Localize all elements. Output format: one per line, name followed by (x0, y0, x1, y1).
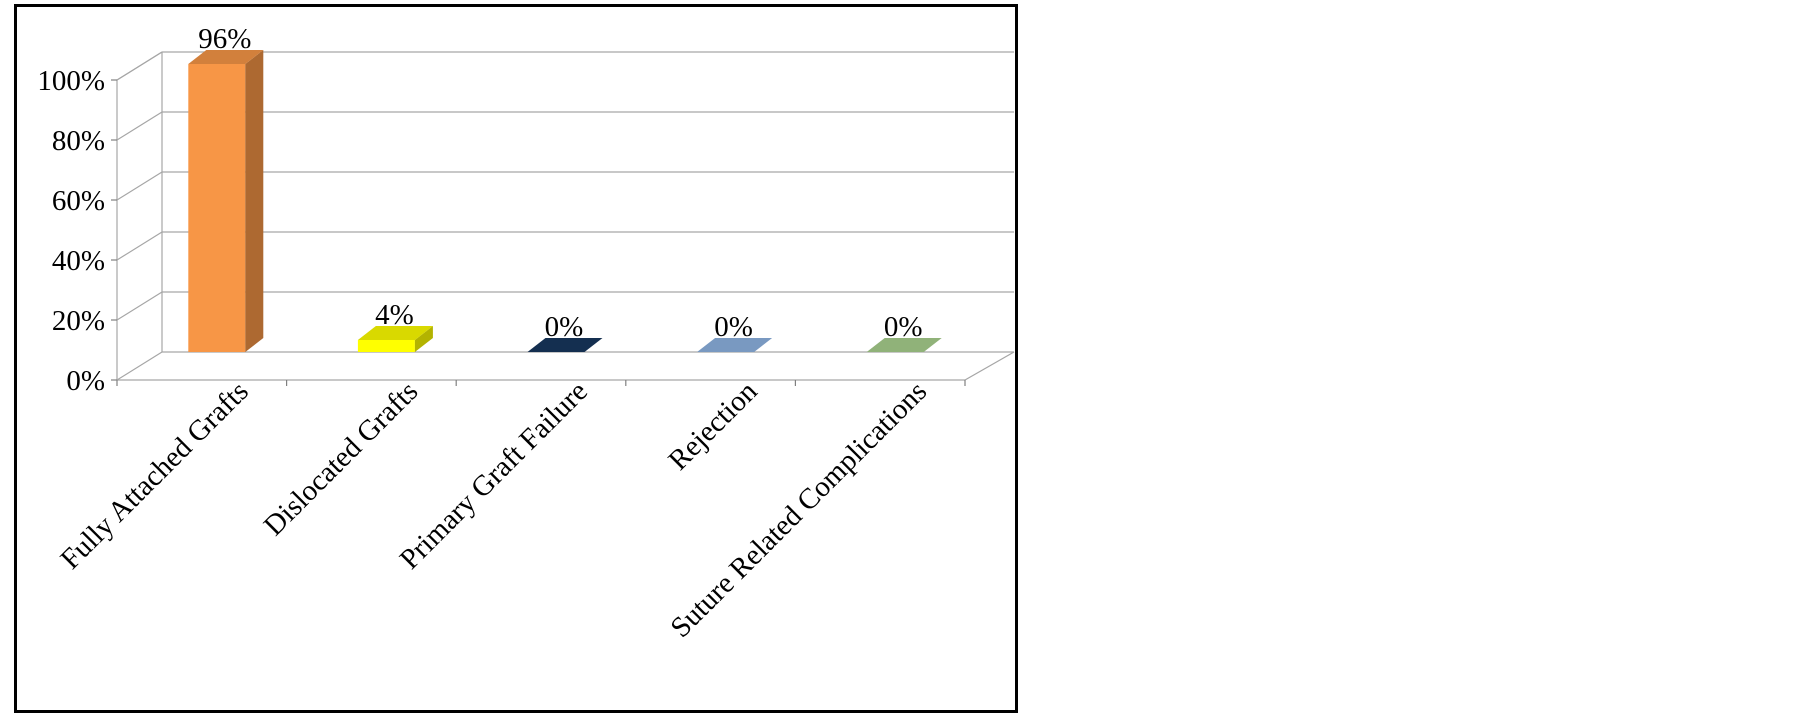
bar-4 (866, 338, 942, 353)
gridline-side-20 (116, 291, 163, 321)
bar-top (527, 338, 603, 352)
data-label: 0% (545, 311, 584, 343)
chart-frame: 0% 20% 40% 60% 80% 100% 96% 4% 0% 0% 0% Fully Attac… (14, 4, 1018, 713)
gridline-side-100 (116, 51, 163, 81)
gridlines (116, 51, 1014, 381)
bar-front (188, 64, 246, 352)
category-label: Rejection (662, 375, 764, 477)
bar-front (357, 340, 415, 352)
gridline-side-0 (116, 351, 163, 381)
data-label: 96% (198, 23, 251, 55)
category-label: Fully Attached Grafts (54, 375, 254, 575)
y-tick-label: 20% (52, 305, 105, 337)
bar-2 (527, 338, 603, 353)
bar-top (697, 338, 773, 352)
axes (111, 79, 966, 386)
y-tick-label: 60% (52, 185, 105, 217)
labels: 0%20%40%60%80%100%96%4% 0% 0% 0%Fully Attac… (37, 23, 933, 644)
y-tick-label: 40% (52, 245, 105, 277)
gridline-side-80 (116, 111, 163, 141)
bar-top (866, 338, 942, 352)
category-label: Primary Graft Failure (394, 375, 594, 575)
y-tick-label: 80% (52, 125, 105, 157)
gridline-side-60 (116, 171, 163, 201)
bar-3 (697, 338, 773, 353)
bar-side (245, 50, 264, 352)
bar-1 (357, 326, 433, 352)
data-label: 4% (375, 299, 414, 331)
data-label: 0% (884, 311, 923, 343)
y-tick-label: 0% (66, 365, 105, 397)
bar-top (188, 50, 264, 64)
category-label: Dislocated Grafts (258, 375, 425, 542)
bars (188, 50, 942, 353)
bar-top (357, 326, 433, 340)
y-tick-label: 100% (37, 65, 105, 97)
floor-right-edge (964, 351, 1015, 381)
gridline-side-40 (116, 231, 163, 261)
data-label: 0% (714, 311, 753, 343)
bar-0 (188, 50, 264, 352)
bar-side (414, 326, 433, 352)
bar-chart: 0%20%40%60%80%100%96%4% 0% 0% 0%Fully Attac… (37, 23, 1015, 644)
